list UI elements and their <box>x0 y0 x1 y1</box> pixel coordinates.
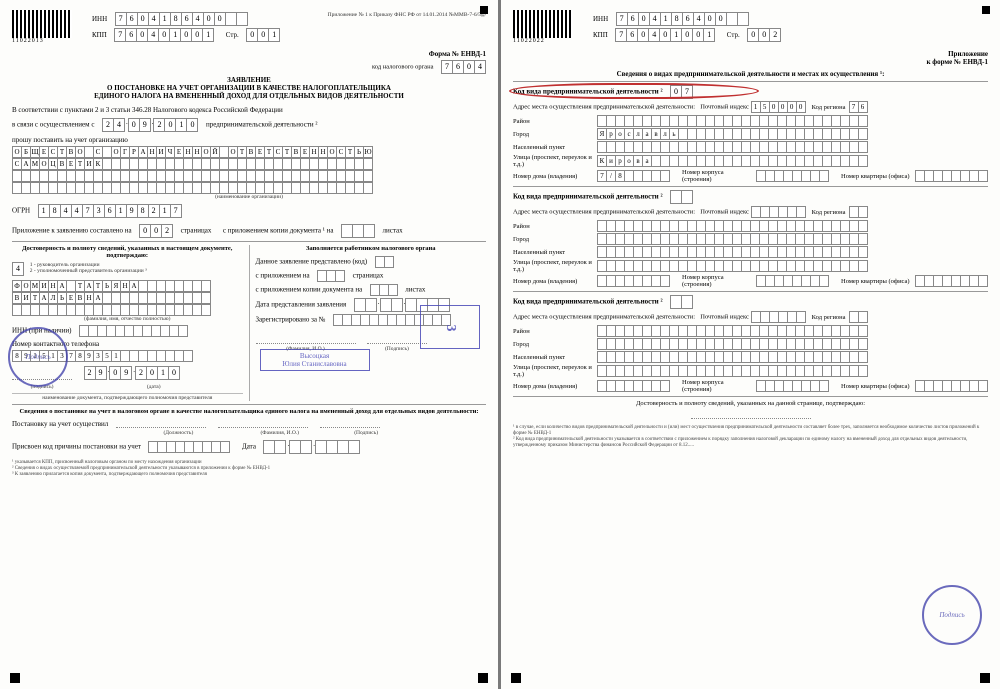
ogrn-cells: 1844736198217 <box>38 204 182 218</box>
app-text1: Приложение к заявлению составлено на <box>12 227 132 235</box>
page-1: 11022013 ИНН 7604186400 Приложение № 1 к… <box>0 0 498 689</box>
org-code-cells: 7604 <box>441 60 486 74</box>
r1: Данное заявление представлено (код) <box>256 258 368 266</box>
app-text4: листах <box>382 227 402 235</box>
r-pages <box>317 270 345 282</box>
kpp-cells: 760401001 <box>114 28 214 42</box>
page-cells-p2: 002 <box>747 28 781 42</box>
p2-fn1: ¹ в случае, если количество видов предпр… <box>513 425 988 437</box>
fio-row1: ФОМИНА ТАТЬЯНА <box>12 280 211 292</box>
pretext2b: предпринимательской деятельности ² <box>206 121 318 129</box>
inn2-cells <box>79 325 188 337</box>
hdr1: ЗАЯВЛЕНИЕ <box>12 76 486 84</box>
seal-stamp: Подпись <box>8 327 68 387</box>
r-code <box>375 256 394 268</box>
inn-cells-p2: 7604186400 <box>616 12 749 26</box>
barcode-p2 <box>513 10 573 38</box>
page-2: 11022022 ИНН 7604186400 КПП 760401001 Ст… <box>501 0 1000 689</box>
kod2-cells <box>670 190 693 204</box>
r-sheets <box>370 284 398 296</box>
confirm-hdr-l: Достоверность и полноту сведений, указан… <box>12 245 243 259</box>
inn-label: ИНН <box>92 15 107 23</box>
regline2: Присвоен код причины постановки на учет <box>12 443 141 451</box>
fio-row3 <box>12 304 211 316</box>
sig-r: (дата) <box>104 384 204 390</box>
app-text3: с приложением копии документа ¹ на <box>223 227 334 235</box>
kpp-label: КПП <box>92 31 107 39</box>
date-start-cells: 24.09.2010 <box>102 118 199 132</box>
app-text2: страницах <box>181 227 212 235</box>
fiducial <box>478 673 488 683</box>
page-label: Стр. <box>226 31 239 39</box>
ogrn-label: ОГРН <box>12 207 30 215</box>
stamp-date: 3 <box>420 305 480 349</box>
fiducial <box>511 673 521 683</box>
orgname-row2: САМОЦВЕТИК <box>12 158 486 170</box>
page-cells: 001 <box>246 28 280 42</box>
p2-hdr: Сведения о видах предпринимательской дея… <box>513 70 988 78</box>
barcode-p1 <box>12 10 72 38</box>
reg-kpp <box>148 441 230 453</box>
r3a: с приложением копии документа на <box>256 286 363 294</box>
red-highlight <box>509 83 759 99</box>
role-caption: 1 - руководитель организации 2 - уполном… <box>30 262 147 274</box>
app-pages: 002 <box>139 224 173 238</box>
decree-note: Приложение № 1 к Приказу ФНС РФ от 14.01… <box>328 12 486 18</box>
p2-confirm: Достоверность и полноту сведений, указан… <box>513 400 988 407</box>
pretext2a: в связи с осуществлением с <box>12 121 94 129</box>
fiducial <box>10 673 20 683</box>
confirm-hdr-r: Заполняется работником налогового органа <box>256 245 487 252</box>
reg-date-cells: .. <box>263 440 360 454</box>
inn-cells: 7604186400 <box>115 12 248 26</box>
hdr3: ЕДИНОГО НАЛОГА НА ВМЕНЕННЫЙ ДОХОД ДЛЯ ОТ… <box>12 92 486 100</box>
kod3-cells <box>670 295 693 309</box>
signdate-cells: 29.09.2010 <box>84 366 181 380</box>
hdr2: О ПОСТАНОВКЕ НА УЧЕТ ОРГАНИЗАЦИИ В КАЧЕС… <box>12 84 486 92</box>
fiducial <box>982 6 990 14</box>
orgname-row3 <box>12 170 486 182</box>
fio-row2: ВИТАЛЬЕВНА <box>12 292 211 304</box>
p2-tr1: Приложение <box>513 50 988 58</box>
bottom-hdr: Сведения о постановке на учет в налогово… <box>12 408 486 415</box>
org-code-label: код налогового органа <box>372 64 434 71</box>
barcode-num2: 11022022 <box>513 38 583 44</box>
fio-caption: (фамилия, имя, отчество полностью) <box>12 316 243 322</box>
fiducial <box>480 6 488 14</box>
pretext3: прошу поставить на учет организацию <box>12 136 486 144</box>
orgname-row4 <box>12 182 486 194</box>
kpp-cells-p2: 760401001 <box>615 28 715 42</box>
orgname-caption: (наименование организации) <box>12 194 486 200</box>
p2-tr2: к форме № ЕНВД-1 <box>513 58 988 66</box>
stamp-name: Высоцкая Юлия Станиславовна <box>260 349 370 371</box>
form-name: Форма № ЕНВД-1 <box>429 50 486 58</box>
p2-fn2: ² Код вида предпринимательской деятельно… <box>513 437 988 449</box>
app-sheets <box>341 224 375 238</box>
confirm-block: Достоверность и полноту сведений, указан… <box>12 245 486 401</box>
barcode-num: 11022013 <box>12 38 82 44</box>
r5: Зарегистрировано за № <box>256 316 326 324</box>
r3b: листах <box>405 286 425 294</box>
orgname-row1: ОБЩЕСТВО С ОГРАНИЧЕННОЙ ОТВЕТСТВЕННОСТЬЮ <box>12 146 486 158</box>
r4: Дата представления заявления <box>256 301 347 309</box>
fn3: ³ К заявлению прилагается копия документ… <box>12 472 486 478</box>
reg-date-label: Дата <box>242 443 256 451</box>
role-cells: 4 <box>12 262 24 276</box>
doc-caption: наименование документа, подтверждающего … <box>12 393 243 401</box>
form-wrapper: 11022013 ИНН 7604186400 Приложение № 1 к… <box>0 0 1000 689</box>
pretext1: В соответствии с пунктами 2 и 3 статьи 3… <box>12 106 486 114</box>
fiducial <box>980 673 990 683</box>
r2b: страницах <box>353 272 384 280</box>
r2a: с приложением на <box>256 272 310 280</box>
seal-stamp-p2: Подпись <box>922 585 982 645</box>
regline1: Постановку на учет осуществил <box>12 420 108 428</box>
